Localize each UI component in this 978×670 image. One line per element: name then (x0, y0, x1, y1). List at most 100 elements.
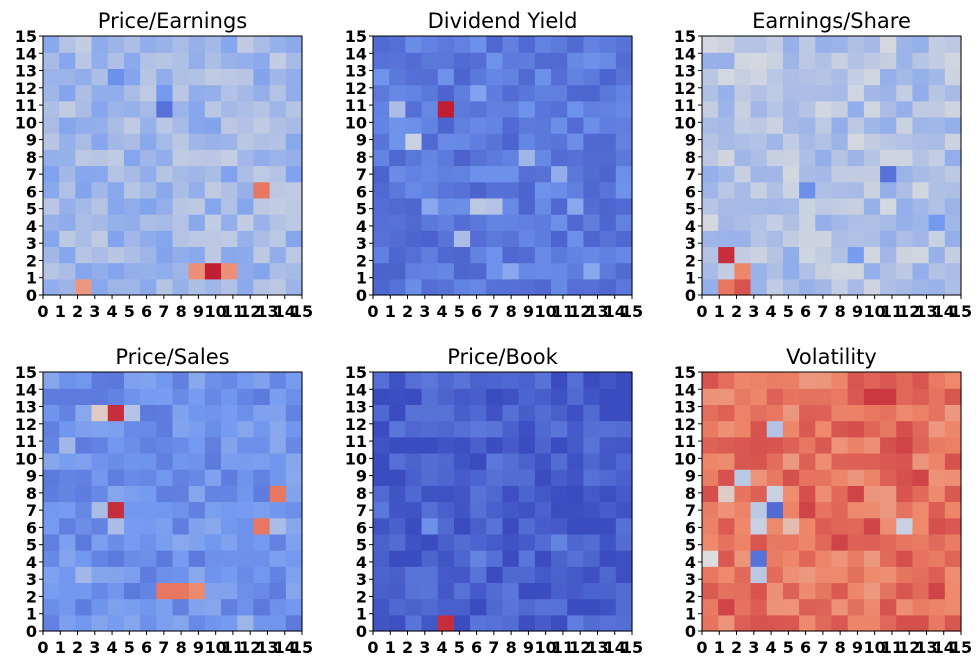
heatmap-cell (405, 533, 423, 551)
heatmap-cell (702, 452, 719, 470)
heatmap-cell (269, 614, 287, 632)
heatmap-cell (880, 181, 897, 199)
heatmap-cell (204, 52, 222, 69)
heatmap-cell (880, 452, 897, 470)
heatmap-cell (944, 149, 962, 167)
heatmap-cell (502, 165, 520, 183)
heatmap-cell (583, 550, 601, 567)
heatmap-cell (221, 436, 238, 454)
heatmap-cell (912, 36, 930, 53)
heatmap-cell (470, 388, 487, 405)
heatmap-cell (453, 485, 471, 503)
heatmap-cell (702, 614, 719, 632)
heatmap-cell (599, 598, 617, 616)
heatmap-cell (123, 598, 141, 616)
heatmap-cell (567, 469, 585, 486)
x-tick-label: 9 (523, 302, 534, 321)
y-tick-label: 14 (674, 44, 696, 63)
heatmap-cell (221, 469, 238, 486)
heatmap-cell (896, 420, 914, 438)
heatmap-cell (188, 197, 206, 215)
heatmap-cell (718, 36, 735, 53)
heatmap-cell (518, 116, 536, 134)
heatmap-cell (750, 100, 768, 118)
heatmap-cell (75, 404, 93, 422)
heatmap-cell (718, 165, 735, 183)
heatmap-cell (204, 278, 222, 296)
heatmap-cell (253, 278, 271, 296)
heatmap-cell (502, 84, 520, 102)
heatmap-cell (912, 420, 930, 438)
heatmap-cell (782, 52, 800, 69)
heatmap-cell (470, 36, 487, 53)
heatmap-cell (59, 100, 76, 118)
heatmap-cell (847, 436, 865, 454)
heatmap-cell (486, 214, 504, 231)
heatmap-cell (204, 116, 222, 134)
heatmap-cell (847, 517, 865, 535)
heatmap-cell (847, 181, 865, 199)
heatmap-cell (123, 52, 141, 69)
heatmap-cell (59, 517, 76, 535)
heatmap-cell (518, 404, 536, 422)
heatmap-cell (405, 36, 423, 53)
heatmap-cell (140, 420, 157, 438)
heatmap-cell (421, 566, 439, 584)
heatmap-cell (204, 550, 222, 567)
heatmap-cell (567, 84, 585, 102)
heatmap-cell (107, 197, 125, 215)
heatmap-cell (43, 246, 60, 264)
y-tick-label: 5 (685, 536, 696, 555)
heatmap-cell (237, 501, 255, 519)
heatmap-cell (188, 116, 206, 134)
x-tick-label: 8 (835, 302, 846, 321)
y-tick-label: 5 (356, 200, 367, 219)
heatmap-cell (534, 566, 552, 584)
heatmap-cell (583, 533, 601, 551)
heatmap-cell (718, 149, 735, 167)
heatmap-cell (453, 469, 471, 486)
heatmap-cell (782, 36, 800, 53)
heatmap-cell (269, 372, 287, 389)
heatmap-cell (389, 485, 406, 503)
heatmap-cell (502, 246, 520, 264)
heatmap-cell (373, 197, 390, 215)
heatmap-cell (486, 230, 504, 248)
heatmap-cell (269, 469, 287, 486)
heatmap-cell (534, 388, 552, 405)
heatmap-cell (766, 68, 784, 86)
heatmap-cell (269, 84, 287, 102)
heatmap-cell (285, 452, 303, 470)
heatmap-cell (140, 133, 157, 150)
heatmap-cell (59, 278, 76, 296)
heatmap-cell (437, 566, 455, 584)
heatmap-cell (188, 485, 206, 503)
heatmap-cell (237, 517, 255, 535)
x-tick-label: 4 (106, 638, 117, 657)
heatmap-cell (928, 278, 946, 296)
heatmap-cell (221, 133, 238, 150)
heatmap-cell (75, 614, 93, 632)
heatmap-cell (470, 214, 487, 231)
heatmap-cell (107, 550, 125, 567)
heatmap-cell (188, 100, 206, 118)
x-tick-label: 13 (915, 638, 937, 657)
heatmap-cell (615, 181, 633, 199)
heatmap-cell (599, 614, 617, 632)
heatmap-cell (718, 388, 735, 405)
heatmap-cell (269, 181, 287, 199)
heatmap-cell (59, 388, 76, 405)
heatmap-cell (534, 100, 552, 118)
heatmap-cell (928, 214, 946, 231)
heatmap-cell (269, 278, 287, 296)
heatmap-cell (799, 36, 816, 53)
heatmap-cell (831, 614, 849, 632)
heatmap-cell (107, 100, 125, 118)
heatmap-cell (583, 84, 601, 102)
heatmap-cell (486, 197, 504, 215)
heatmap-cell (718, 372, 735, 389)
heatmap-cell (405, 278, 423, 296)
heatmap-cell (534, 262, 552, 280)
x-tick-label: 11 (881, 302, 903, 321)
heatmap-cell (766, 517, 784, 535)
